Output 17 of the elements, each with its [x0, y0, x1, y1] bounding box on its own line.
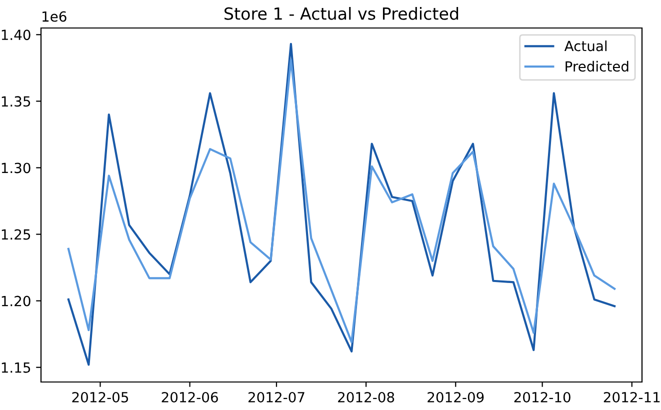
- y-tick-label: 1.20: [2, 296, 30, 306]
- x-tick-label: 2012-11: [604, 392, 660, 402]
- x-tick-label: 2012-09: [428, 392, 484, 402]
- y-tick-label: 1.35: [2, 96, 30, 107]
- x-tick-label: 2012-05: [72, 392, 128, 402]
- y-tick-label: 1.15: [2, 362, 30, 373]
- y-tick-label: 1.25: [2, 229, 30, 240]
- x-tick-label: 2012-06: [162, 392, 218, 402]
- y-tick-label: 1.30: [2, 162, 30, 174]
- x-tick-label: 2012-10: [514, 392, 570, 402]
- chart-title: Store 1 - Actual vs Predicted: [224, 7, 458, 20]
- y-tick-label: 1.40: [2, 30, 30, 40]
- legend-label: Actual: [564, 40, 607, 52]
- x-tick-label: 2012-07: [248, 392, 304, 402]
- legend-label: Predicted: [566, 60, 628, 72]
- text: 1e6: [42, 11, 66, 22]
- x-tick-label: 2012-08: [338, 392, 394, 402]
